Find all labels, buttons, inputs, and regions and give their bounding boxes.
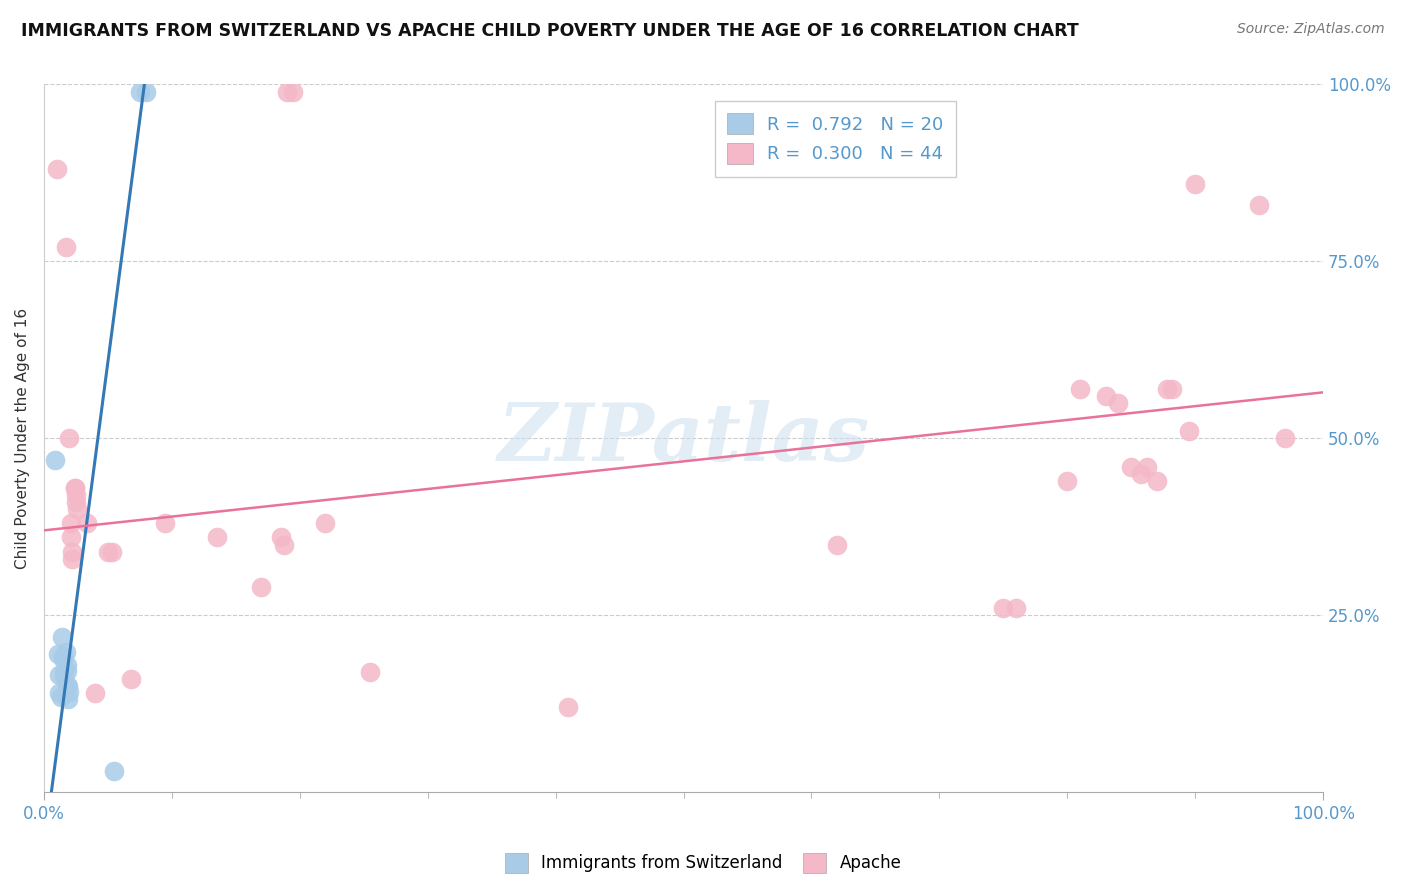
Legend: R =  0.792   N = 20, R =  0.300   N = 44: R = 0.792 N = 20, R = 0.300 N = 44 bbox=[714, 101, 956, 177]
Point bbox=[66, 502, 89, 516]
Point bbox=[120, 672, 142, 686]
Point bbox=[59, 516, 82, 531]
Point bbox=[97, 544, 120, 558]
Point bbox=[59, 531, 82, 545]
Point bbox=[60, 544, 83, 558]
Point bbox=[155, 516, 177, 531]
Point bbox=[1130, 467, 1153, 481]
Point bbox=[52, 649, 75, 664]
Point bbox=[60, 551, 83, 566]
Y-axis label: Child Poverty Under the Age of 16: Child Poverty Under the Age of 16 bbox=[15, 308, 30, 569]
Point bbox=[44, 452, 66, 467]
Point bbox=[1184, 177, 1206, 191]
Point bbox=[84, 686, 107, 700]
Point bbox=[103, 764, 125, 778]
Point bbox=[48, 686, 70, 700]
Point bbox=[1161, 382, 1184, 396]
Point bbox=[1178, 425, 1201, 439]
Point bbox=[1121, 459, 1143, 474]
Point bbox=[273, 537, 295, 551]
Point bbox=[283, 85, 305, 99]
Point bbox=[314, 516, 336, 531]
Point bbox=[825, 537, 848, 551]
Point bbox=[1069, 382, 1091, 396]
Point bbox=[135, 85, 157, 99]
Point bbox=[45, 162, 67, 177]
Point bbox=[557, 700, 579, 714]
Legend: Immigrants from Switzerland, Apache: Immigrants from Switzerland, Apache bbox=[498, 847, 908, 880]
Point bbox=[1056, 474, 1078, 488]
Point bbox=[55, 645, 77, 659]
Point bbox=[58, 685, 80, 699]
Point bbox=[1146, 474, 1168, 488]
Point bbox=[100, 544, 122, 558]
Point bbox=[1249, 198, 1271, 212]
Text: IMMIGRANTS FROM SWITZERLAND VS APACHE CHILD POVERTY UNDER THE AGE OF 16 CORRELAT: IMMIGRANTS FROM SWITZERLAND VS APACHE CH… bbox=[21, 22, 1078, 40]
Point bbox=[56, 657, 79, 672]
Point bbox=[51, 630, 73, 644]
Point bbox=[48, 668, 70, 682]
Point bbox=[276, 85, 298, 99]
Point bbox=[1094, 389, 1116, 403]
Point bbox=[270, 531, 292, 545]
Text: ZIPatlas: ZIPatlas bbox=[498, 400, 869, 477]
Point bbox=[56, 664, 79, 678]
Point bbox=[63, 481, 86, 495]
Point bbox=[58, 691, 80, 706]
Point bbox=[1005, 601, 1028, 615]
Point bbox=[1136, 459, 1159, 474]
Point bbox=[46, 647, 69, 661]
Point bbox=[65, 495, 87, 509]
Point bbox=[359, 665, 381, 679]
Point bbox=[58, 431, 80, 445]
Point bbox=[49, 690, 72, 704]
Point bbox=[993, 601, 1015, 615]
Point bbox=[52, 652, 75, 666]
Point bbox=[58, 679, 80, 693]
Point bbox=[53, 664, 76, 678]
Point bbox=[55, 240, 77, 254]
Point bbox=[65, 488, 87, 502]
Point bbox=[250, 580, 273, 594]
Text: Source: ZipAtlas.com: Source: ZipAtlas.com bbox=[1237, 22, 1385, 37]
Point bbox=[128, 85, 150, 99]
Point bbox=[63, 481, 86, 495]
Point bbox=[205, 531, 228, 545]
Point bbox=[53, 670, 76, 684]
Point bbox=[1274, 431, 1296, 445]
Point bbox=[56, 678, 79, 692]
Point bbox=[1107, 396, 1129, 410]
Point bbox=[1156, 382, 1178, 396]
Point bbox=[76, 516, 98, 531]
